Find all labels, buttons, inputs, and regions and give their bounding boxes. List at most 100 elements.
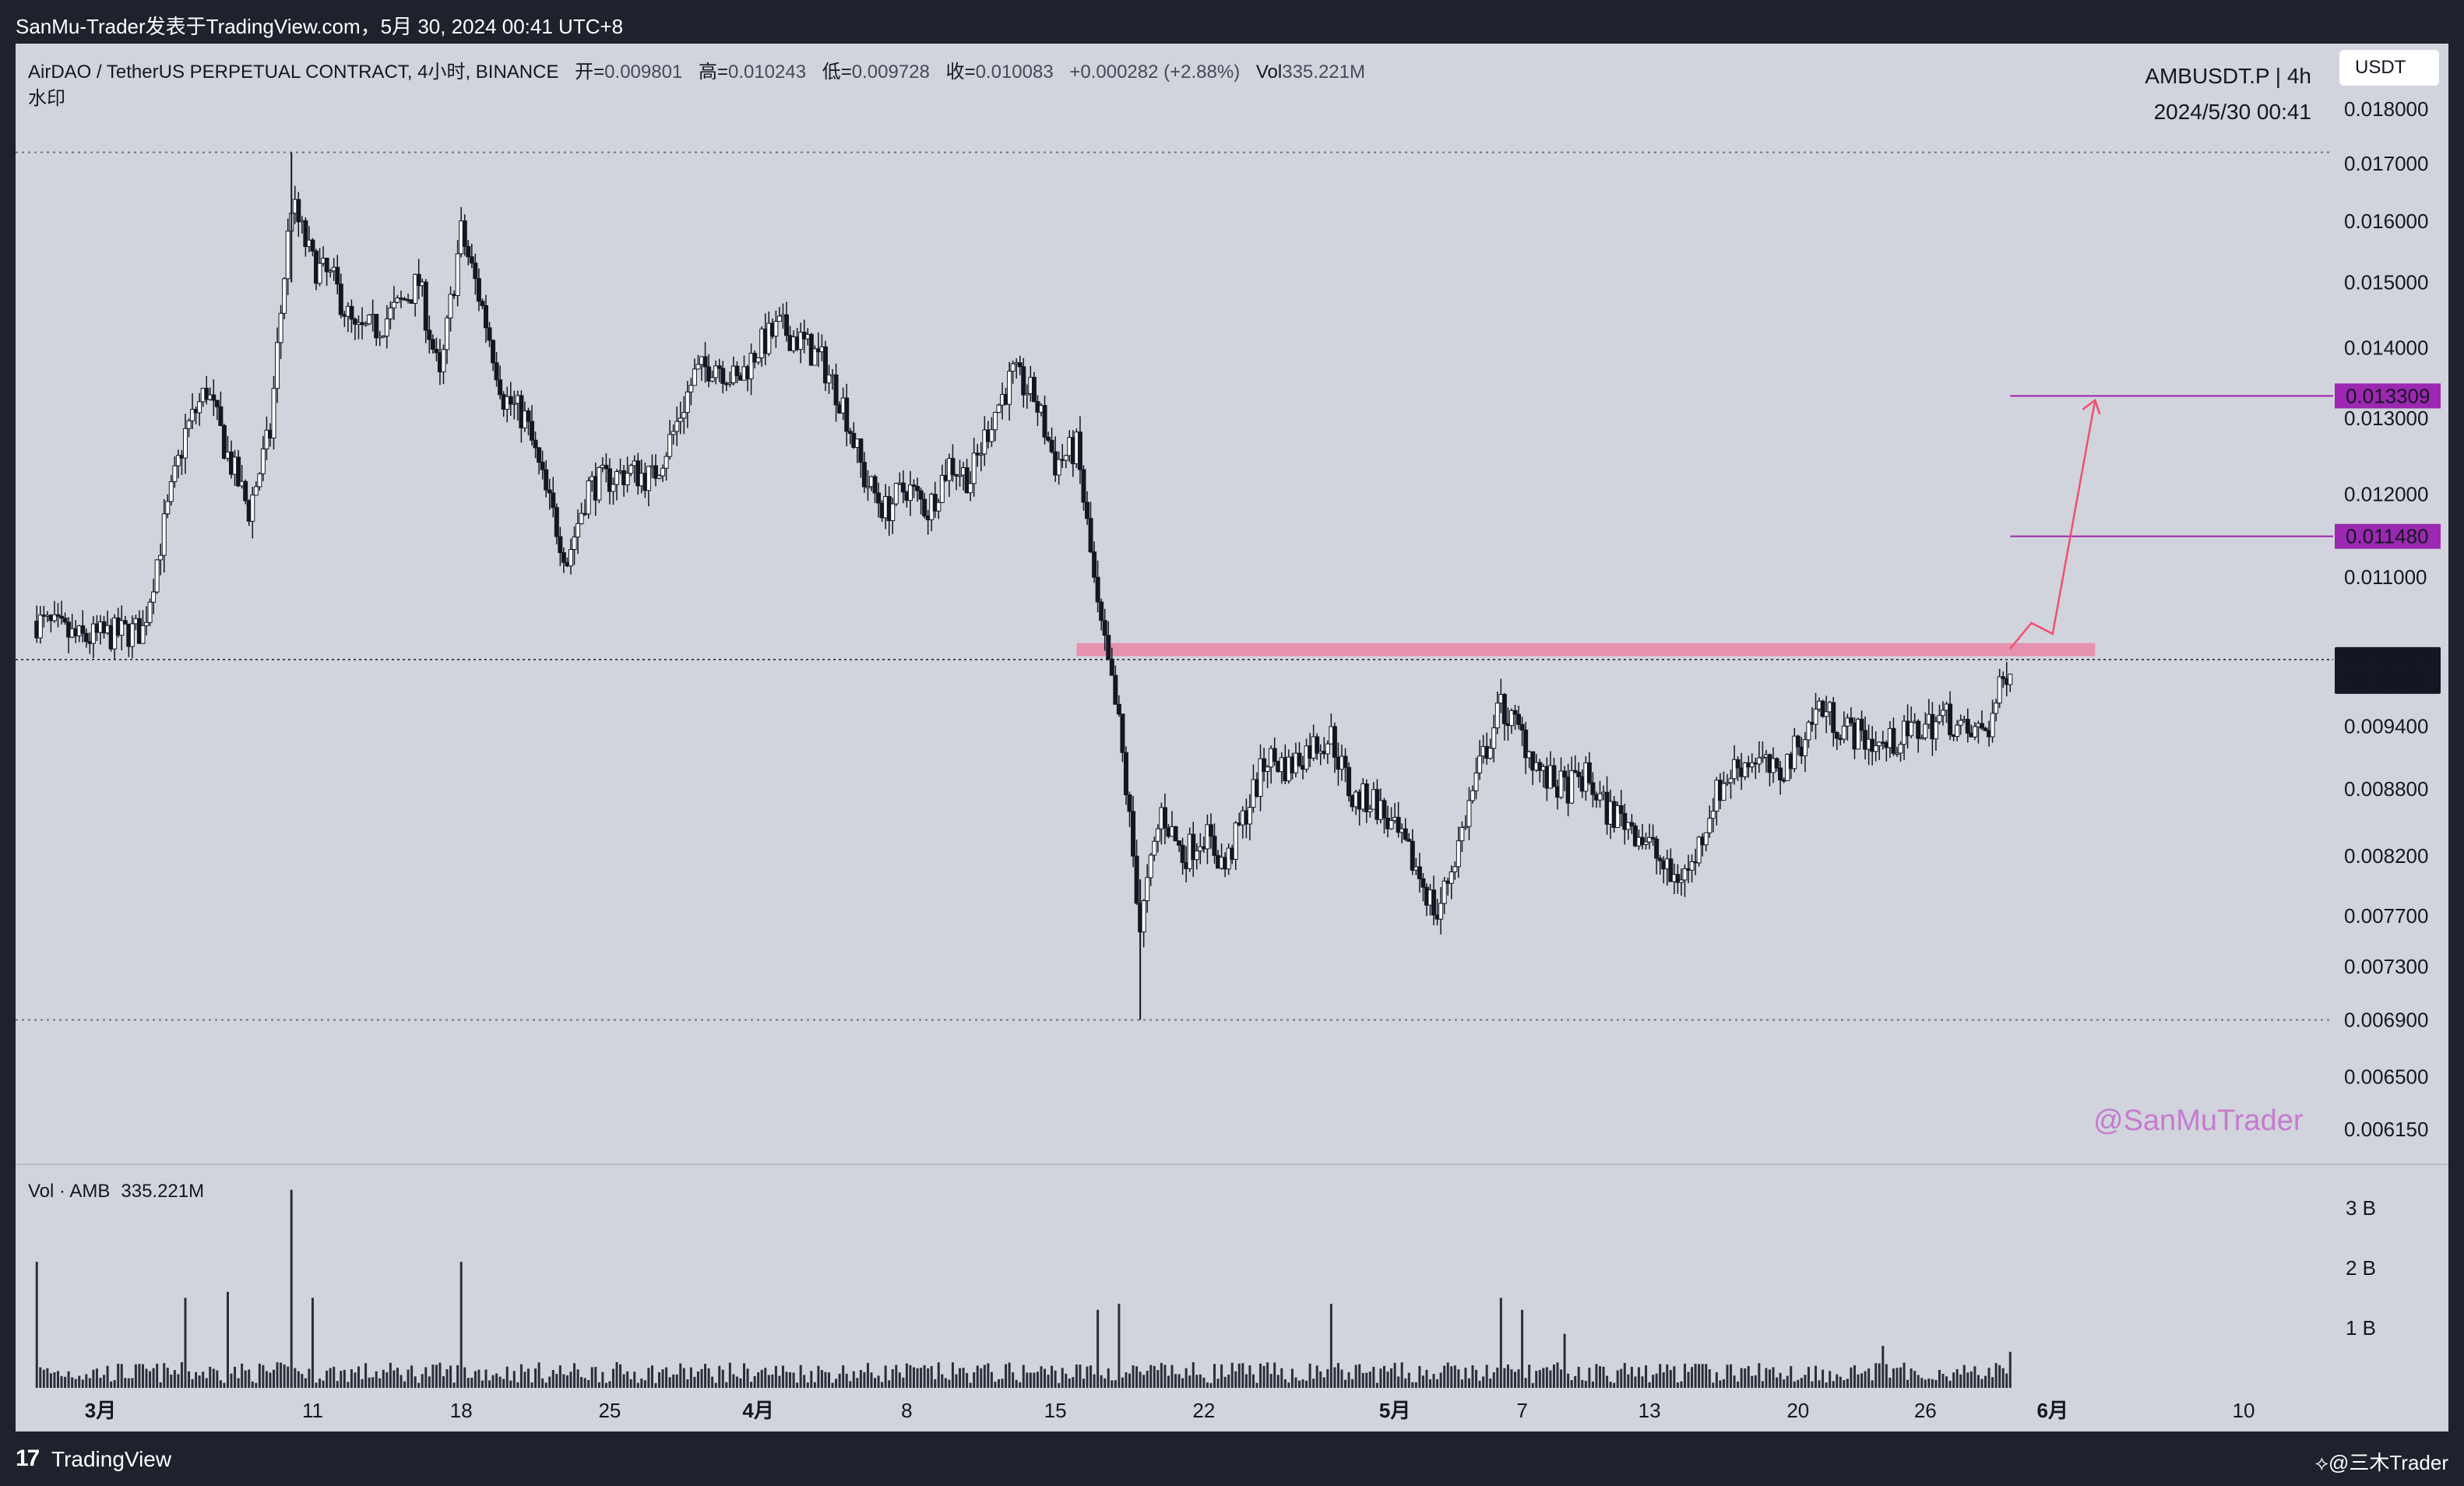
- pane-separator[interactable]: [16, 1164, 2448, 1165]
- volume-bar: [340, 1371, 343, 1388]
- candle-body: [1494, 703, 1500, 729]
- volume-bar: [923, 1365, 926, 1388]
- candle-body: [182, 428, 188, 459]
- volume-bar: [1163, 1365, 1167, 1388]
- volume-bar: [392, 1370, 396, 1388]
- volume-bar: [152, 1368, 155, 1388]
- volume-bar: [1206, 1382, 1209, 1388]
- publish-title: SanMu-Trader发表于TradingView.com，5月 30, 20…: [16, 15, 624, 38]
- candle-body: [1085, 502, 1090, 519]
- volume-bar: [1637, 1367, 1640, 1388]
- candle-body: [367, 314, 372, 325]
- tradingview-logo-icon[interactable]: 17: [16, 1446, 40, 1471]
- volume-bar: [371, 1377, 375, 1388]
- volume-bar: [969, 1382, 972, 1388]
- candle-body: [508, 396, 513, 405]
- projection-arrow: [2009, 400, 2096, 650]
- volume-bar: [1379, 1368, 1382, 1388]
- candle-body: [264, 429, 269, 449]
- tradingview-brand[interactable]: TradingView: [51, 1447, 172, 1471]
- volume-bar: [226, 1291, 229, 1388]
- volume-bar: [976, 1365, 979, 1388]
- volume-bar: [1538, 1370, 1541, 1388]
- volume-bar: [1482, 1376, 1485, 1388]
- volume-bar: [438, 1362, 442, 1388]
- volume-bar: [941, 1374, 944, 1388]
- volume-bar: [806, 1382, 809, 1388]
- volume-bar: [1751, 1375, 1754, 1388]
- volume-bar: [1146, 1371, 1149, 1388]
- volume-axis: 3 B 2 B 1 B: [2346, 1196, 2376, 1340]
- candle-body: [1473, 773, 1479, 791]
- volume-bar: [431, 1365, 435, 1388]
- target-badge: [2335, 523, 2441, 549]
- volume-bar: [601, 1372, 604, 1388]
- volume-bar: [760, 1369, 763, 1388]
- volume-bar: [1407, 1372, 1410, 1388]
- volume-bar: [587, 1380, 590, 1388]
- time-tick-label: 5月: [1379, 1399, 1410, 1422]
- volume-bar: [1786, 1375, 1789, 1388]
- volume-bar: [329, 1368, 332, 1388]
- candle-body: [154, 559, 160, 593]
- candle-body: [1332, 726, 1337, 758]
- volume-bar: [1772, 1367, 1775, 1388]
- candle-body: [1258, 758, 1263, 798]
- volume-bar: [456, 1365, 459, 1388]
- volume-bar: [1347, 1372, 1350, 1388]
- volume-bar: [1093, 1374, 1096, 1388]
- volume-bar: [1885, 1364, 1888, 1388]
- volume-bar: [407, 1369, 410, 1388]
- volume-bar: [1535, 1371, 1538, 1388]
- watermark-label: 水印: [28, 88, 65, 109]
- volume-bar: [1446, 1362, 1449, 1388]
- volume-bar: [156, 1364, 159, 1388]
- symbol-legend[interactable]: AirDAO / TetherUS PERPETUAL CONTRACT, 4小…: [28, 56, 1365, 83]
- candle-body: [865, 486, 871, 488]
- volume-bar: [347, 1382, 350, 1388]
- candle-body: [1470, 790, 1476, 801]
- volume-bar: [297, 1371, 300, 1388]
- candle-body: [236, 456, 241, 487]
- candle-body: [558, 536, 563, 554]
- volume-bar: [124, 1378, 127, 1388]
- volume-bar: [863, 1372, 866, 1388]
- time-axis: 3月 11 18 25 4月 8 15 22 5月 7 13 20 26 6月 10: [85, 1399, 2255, 1422]
- candle-body: [604, 464, 609, 470]
- volume-bar: [1174, 1374, 1177, 1388]
- volume-bar: [944, 1378, 947, 1388]
- volume-bar: [145, 1368, 148, 1388]
- volume-bar: [276, 1362, 279, 1388]
- volume-bar: [1567, 1373, 1570, 1388]
- volume-bar: [294, 1368, 297, 1388]
- volume-bar: [1499, 1298, 1502, 1388]
- volume-bar: [127, 1378, 130, 1388]
- volume-bar: [1634, 1376, 1637, 1388]
- volume-bar: [615, 1361, 618, 1388]
- chart-canvas[interactable]: 0.013309 0.011480 0.018000 0.017000 0.01600…: [0, 0, 2464, 1431]
- candle-body: [996, 404, 1001, 414]
- volume-bar: [1051, 1365, 1054, 1388]
- candle-body: [1088, 518, 1093, 553]
- volume-bar: [1666, 1364, 1669, 1388]
- volume-bar: [255, 1382, 258, 1388]
- volume-bar: [265, 1371, 268, 1388]
- volume-bar: [583, 1378, 586, 1388]
- volume-bar: [1269, 1373, 1272, 1388]
- candle-body: [483, 305, 488, 329]
- candle-body: [918, 490, 924, 500]
- volume-bar: [1715, 1372, 1718, 1388]
- author-watermark: @SanMuTrader: [2093, 1104, 2304, 1137]
- volume-bar: [1068, 1379, 1071, 1388]
- volume-bar: [920, 1368, 923, 1388]
- volume-bar: [1669, 1370, 1672, 1388]
- volume-bar: [400, 1375, 403, 1388]
- candle-body: [1063, 455, 1068, 461]
- candle-body: [1134, 855, 1139, 904]
- volume-legend[interactable]: Vol · AMB 335.221M: [28, 1181, 204, 1203]
- candle-body: [1194, 850, 1199, 861]
- volume-bar: [273, 1369, 276, 1388]
- currency-button[interactable]: USDT: [2339, 50, 2439, 86]
- candle-body: [285, 231, 290, 280]
- candle-body: [175, 455, 181, 467]
